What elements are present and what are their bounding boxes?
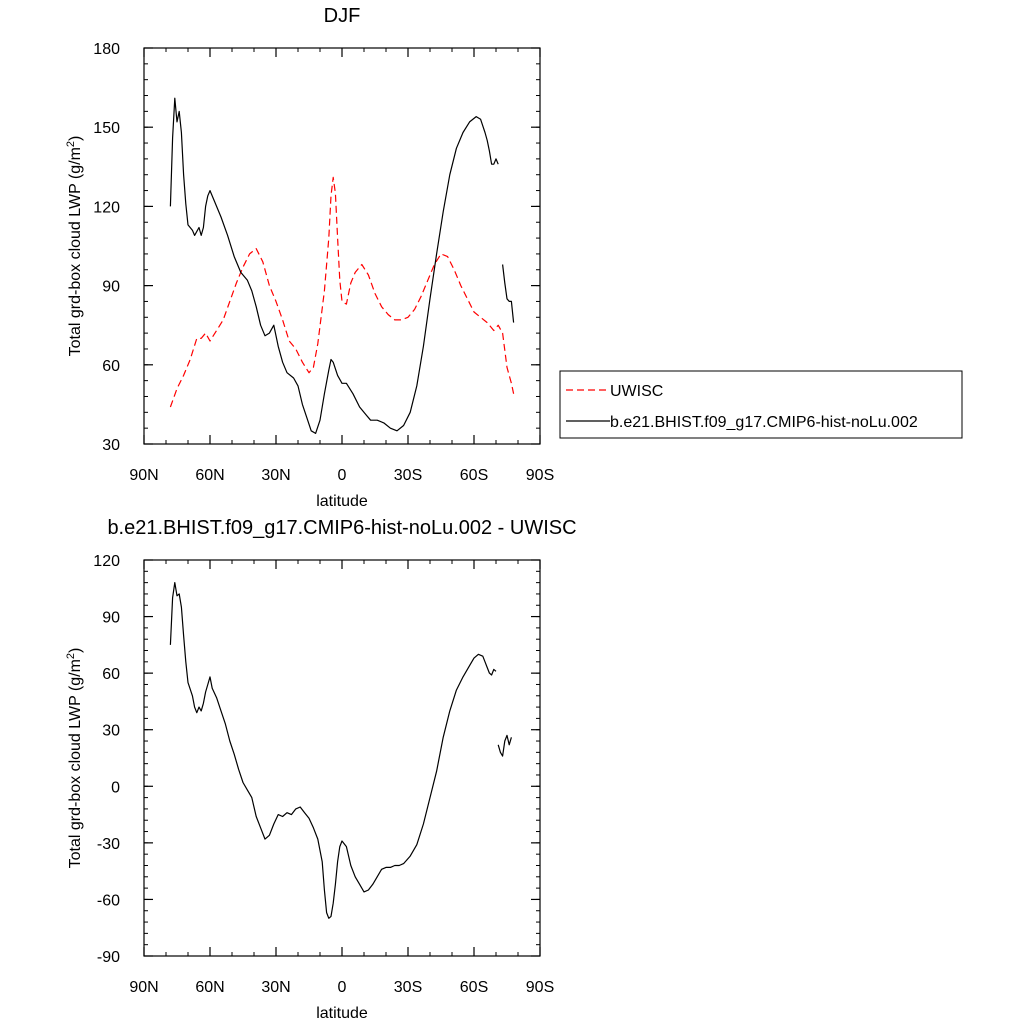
panel-djf: DJF 30 60 90 120 150 180 90N 60N 30N 0 30S 60S 90S lat…: [65, 5, 963, 510]
series-line-0-segment-0: [169, 581, 497, 919]
legend-label-0: UWISC: [610, 383, 663, 400]
series-line-0-segment-1: [497, 734, 512, 757]
series-line-1-segment-0: [169, 97, 499, 434]
legend-label-1: b.e21.BHIST.f09_g17.CMIP6-hist-noLu.002: [610, 414, 918, 431]
panel-difference: b.e21.BHIST.f09_g17.CMIP6-hist-noLu.002 …: [65, 517, 577, 1022]
y-axis-label-close: ): [67, 648, 84, 653]
x-tick-label: 0: [338, 979, 347, 996]
x-tick-label: 30S: [394, 979, 422, 996]
y-tick-label: -60: [97, 892, 120, 909]
x-tick-label: 60S: [460, 467, 488, 484]
y-tick-label: 90: [102, 610, 120, 627]
y-tick-label: 30: [102, 723, 120, 740]
y-tick-label: 30: [102, 437, 120, 454]
y-tick-label: 60: [102, 358, 120, 375]
y-axis-label-superscript: 2: [65, 653, 77, 659]
y-axis-label-main: Total grd-box cloud LWP (g/m: [67, 659, 84, 868]
series-line-1-segment-1: [502, 264, 515, 323]
chart-title: DJF: [324, 5, 361, 27]
x-tick-label: 60S: [460, 979, 488, 996]
x-tick-label: 90N: [129, 979, 158, 996]
x-tick-label: 60N: [195, 467, 224, 484]
plot-frame: [143, 47, 541, 445]
y-tick-label: 0: [111, 779, 120, 796]
x-tick-label: 60N: [195, 979, 224, 996]
x-tick-label: 30N: [261, 979, 290, 996]
y-axis-label-superscript: 2: [65, 141, 77, 147]
y-tick-label: 90: [102, 279, 120, 296]
y-axis-label: Total grd-box cloud LWP (g/m2): [65, 136, 84, 357]
series-line-0-segment-0: [169, 176, 515, 408]
y-tick-label: 150: [93, 120, 120, 137]
y-tick-label: 60: [102, 666, 120, 683]
plot-frame: [143, 559, 541, 957]
x-axis-label: latitude: [316, 1005, 368, 1022]
y-axis-label-close: ): [67, 136, 84, 141]
legend-box: [559, 370, 963, 439]
x-tick-label: 90S: [526, 979, 554, 996]
x-tick-label: 30S: [394, 467, 422, 484]
y-tick-label: 120: [93, 199, 120, 216]
x-tick-label: 90N: [129, 467, 158, 484]
x-tick-label: 0: [338, 467, 347, 484]
y-tick-label: -90: [97, 949, 120, 966]
y-tick-label: 120: [93, 553, 120, 570]
x-tick-label: 30N: [261, 467, 290, 484]
x-tick-label: 90S: [526, 467, 554, 484]
x-axis-label: latitude: [316, 493, 368, 510]
y-axis-label-main: Total grd-box cloud LWP (g/m: [67, 147, 84, 356]
y-axis-label: Total grd-box cloud LWP (g/m2): [65, 648, 84, 869]
chart-title: b.e21.BHIST.f09_g17.CMIP6-hist-noLu.002 …: [107, 517, 576, 539]
y-tick-label: 180: [93, 41, 120, 58]
y-tick-label: -30: [97, 836, 120, 853]
